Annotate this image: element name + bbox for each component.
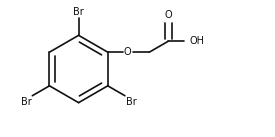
- Text: O: O: [124, 47, 131, 57]
- Text: Br: Br: [73, 7, 84, 17]
- Text: OH: OH: [190, 36, 205, 46]
- Text: O: O: [164, 11, 172, 21]
- Text: Br: Br: [126, 97, 137, 107]
- Text: Br: Br: [21, 97, 31, 107]
